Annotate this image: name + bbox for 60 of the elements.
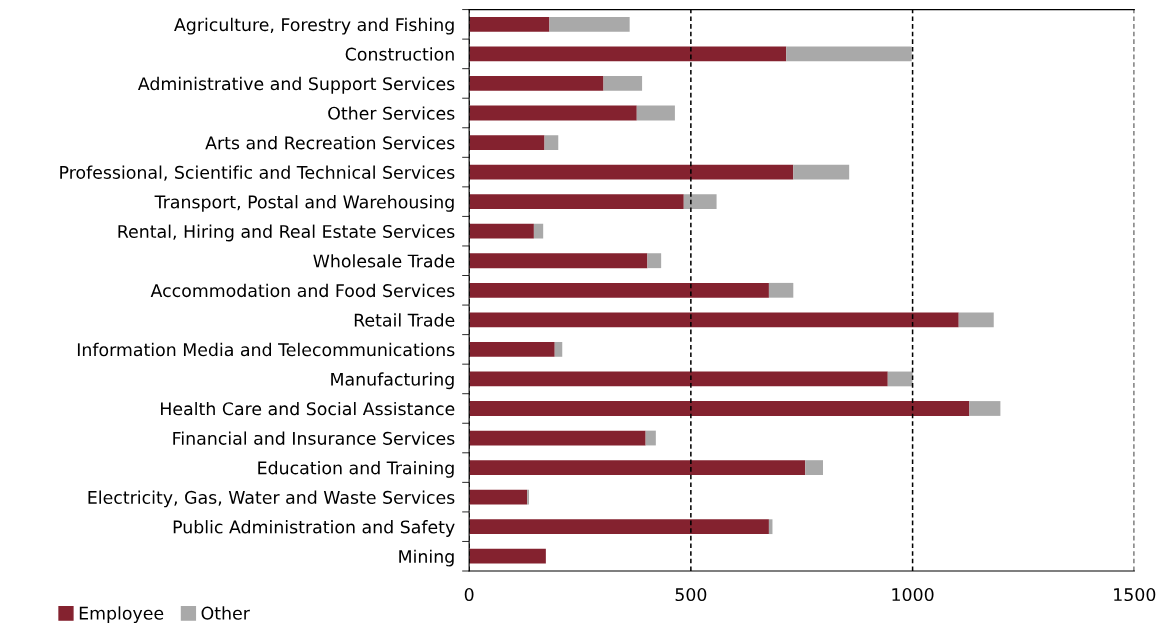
y-tick-label: Wholesale Trade [313,254,455,268]
bar [958,312,994,328]
bar [469,519,769,535]
bar [469,460,806,475]
y-tick-label: Manufacturing [331,372,454,390]
x-tick-label: 1000 [892,587,934,602]
bar [469,342,555,357]
bar [469,194,684,210]
y-tick-label: Rental, Hiring and Real Estate Services [118,224,455,242]
y-tick-label: Agriculture, Forestry and Fishing [174,17,454,35]
bar [469,401,970,416]
bar [544,135,559,150]
bar [549,16,630,32]
bar [969,401,1001,416]
y-tick-label: Public Administration and Safety [173,520,455,537]
bar [636,105,675,121]
bar [533,223,544,239]
bar [469,371,888,387]
bar [683,194,717,210]
bar [469,105,637,121]
y-tick-label: Mining [399,549,454,567]
bar [786,46,912,62]
bar [469,253,648,269]
y-tick-label: Financial and Insurance Services [173,431,455,445]
legend-label: Other [201,606,250,620]
x-tick-label: 1500 [1114,587,1156,602]
y-tick-label: Health Care and Social Assistance [161,401,455,416]
bar [469,430,646,446]
y-tick-label: Professional, Scientific and Technical Services [60,165,455,181]
bar [469,548,546,564]
y-tick-label: Information Media and Telecommunications [77,342,455,357]
bar [805,460,824,475]
y-tick-label: Other Services [328,106,455,120]
x-tick-label: 0 [464,587,474,602]
bar [768,282,794,298]
y-tick-label: Transport, Postal and Warehousing [154,195,454,212]
legend-label: Employee [79,606,164,624]
bar [645,430,656,446]
bar [469,489,528,505]
y-tick-label: Accommodation and Food Services [150,283,455,298]
y-tick-label: Construction [345,47,454,61]
bar [469,135,545,150]
bar [469,282,769,298]
bar [469,46,787,62]
y-tick-label: Retail Trade [354,313,455,327]
y-tick-label: Education and Training [258,460,454,478]
bar [554,342,563,357]
bar [793,164,850,180]
x-tick-label: 500 [675,587,707,602]
y-tick-label: Arts and Recreation Services [205,135,455,150]
bar [469,312,959,328]
bar [469,16,550,32]
bar [887,371,913,387]
y-tick-label: Electricity, Gas, Water and Waste Services [88,490,455,508]
bar [469,223,534,239]
y-tick-label: Administrative and Support Services [137,76,455,94]
bar [603,76,643,91]
bar [469,76,604,91]
bar [647,253,662,269]
bar [469,164,794,180]
